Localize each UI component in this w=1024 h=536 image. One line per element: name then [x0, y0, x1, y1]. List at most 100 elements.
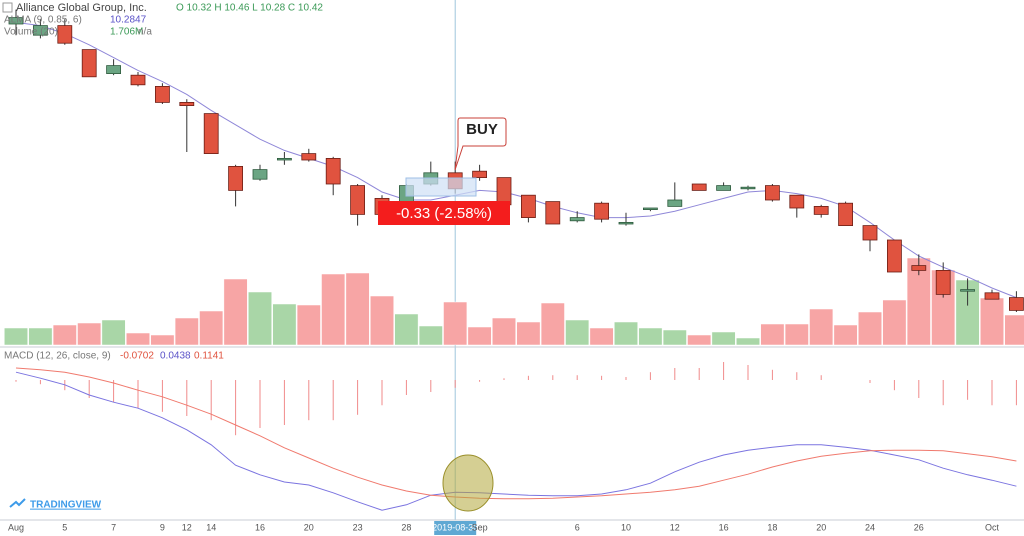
candle-body	[740, 186, 756, 190]
candle-body	[203, 113, 219, 154]
x-tick-label: 12	[182, 522, 192, 532]
volume-bar	[174, 317, 199, 346]
change-label: -0.33 (-2.58%)	[396, 205, 492, 222]
candle-body	[594, 202, 609, 220]
volume-bar	[296, 304, 321, 346]
x-tick-label: 20	[304, 522, 314, 532]
x-tick-label: 6	[575, 522, 580, 532]
candle-body	[1009, 297, 1024, 311]
volume-bar	[28, 327, 53, 346]
ohlc-label: O 10.32 H 10.46 L 10.28 C 10.42	[176, 3, 323, 14]
volume-bar	[4, 327, 28, 346]
volume-bar	[101, 319, 126, 346]
volume-bar	[321, 273, 346, 346]
candle-body	[179, 102, 195, 107]
candle-body	[691, 183, 707, 191]
candle-body	[81, 49, 97, 78]
overlay-value: 10.2847	[110, 15, 147, 26]
x-tick-label: Aug	[8, 522, 24, 532]
symbol-title: Alliance Global Group, Inc.	[16, 2, 147, 14]
candle-body	[569, 217, 585, 222]
volume-bar	[516, 321, 541, 346]
volume-extra: n/a	[138, 27, 152, 38]
candle-body	[33, 25, 48, 36]
candle-body	[813, 205, 829, 215]
x-tick-label: 28	[401, 522, 411, 532]
x-tick-label: Sep	[472, 522, 488, 532]
candle-body	[667, 199, 683, 207]
crosshair-label: 2019-08-30	[432, 522, 478, 532]
volume-bar	[418, 325, 443, 346]
macd-name: MACD (12, 26, close, 9)	[4, 351, 111, 362]
volume-bar	[540, 302, 565, 346]
x-tick-label: Oct	[985, 522, 1000, 532]
volume-bar	[614, 321, 638, 346]
volume-bar	[150, 334, 175, 346]
overlay-name: ALMA (9, 0.85, 6)	[4, 15, 82, 26]
candle-body	[57, 25, 73, 44]
candle-body	[130, 74, 146, 86]
candle-body	[838, 202, 853, 226]
candle-body	[887, 239, 902, 273]
candle-body	[252, 169, 268, 180]
volume-bar	[736, 337, 760, 346]
volume-bar	[248, 291, 272, 346]
brand-icon	[9, 498, 26, 508]
candle-body	[521, 194, 536, 218]
candle-body	[496, 177, 512, 206]
volume-name: Volume (20)	[4, 27, 58, 38]
volume-bar	[492, 317, 516, 346]
volume-bar	[565, 319, 590, 346]
volume-bar	[52, 324, 77, 346]
crosshair-label-bg	[434, 521, 477, 535]
candle-body	[545, 201, 561, 225]
volume-bar	[467, 326, 492, 346]
x-tick-label: 18	[767, 522, 777, 532]
macd-line	[15, 371, 1017, 511]
candle-body	[618, 221, 634, 225]
candle-body	[154, 86, 170, 103]
macd-value: 0.1141	[194, 351, 224, 362]
volume-bar	[1004, 314, 1024, 346]
candle-body	[325, 157, 341, 185]
volume-bar	[760, 323, 785, 346]
candle-body	[472, 170, 488, 178]
candle-body	[643, 207, 658, 210]
volume-bar	[77, 322, 102, 346]
back-layer	[4, 0, 1024, 520]
macd-value: 0.0438	[160, 351, 191, 362]
macd-value: -0.0702	[120, 351, 154, 362]
candle-body	[984, 292, 1000, 300]
symbol-icon[interactable]	[2, 2, 13, 13]
signal-highlight	[405, 177, 477, 197]
volume-bar	[980, 297, 1004, 346]
crossover-marker	[442, 454, 494, 512]
candle-body	[350, 185, 366, 215]
buy-callout	[454, 117, 507, 171]
volume-value: 1.706M	[110, 27, 143, 38]
candle-body	[960, 289, 975, 292]
x-tick-label: 12	[670, 522, 680, 532]
volume-bar	[638, 327, 663, 346]
volume-bar	[443, 301, 468, 346]
candle-body	[716, 185, 731, 191]
candle-body	[911, 265, 927, 271]
x-tick-label: 14	[206, 522, 216, 532]
candle-body	[301, 153, 317, 161]
brand[interactable]: TRADINGVIEW	[30, 500, 102, 511]
volume-bar	[199, 310, 224, 346]
volume-bar	[662, 329, 687, 346]
x-tick-label: 7	[111, 522, 116, 532]
candle-body	[276, 157, 292, 161]
candle-body	[8, 17, 24, 25]
candle-body	[789, 194, 805, 209]
volume-bar	[809, 308, 834, 346]
volume-bar	[394, 313, 419, 346]
candle-body	[106, 65, 121, 74]
volume-bar	[223, 278, 248, 346]
volume-bar	[784, 323, 809, 346]
x-tick-label: 20	[816, 522, 826, 532]
volume-bar	[882, 299, 907, 346]
